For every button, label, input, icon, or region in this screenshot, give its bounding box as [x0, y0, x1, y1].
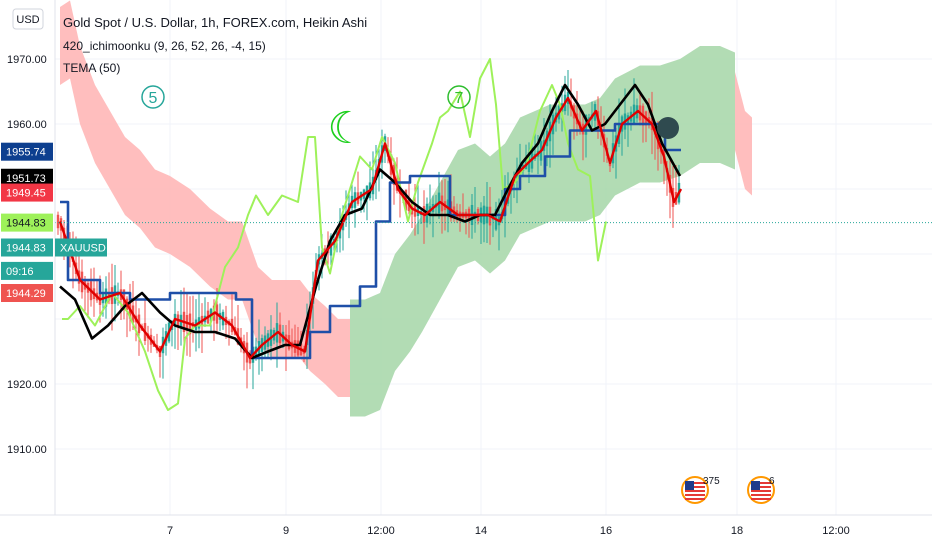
- kumo-segment: [310, 293, 325, 384]
- kumo-segment: [735, 72, 745, 189]
- price-tags: 1955.74 1951.73 1949.45 1944.83 1944.83 XAUUS…: [1, 142, 107, 302]
- kumo-segment: [140, 150, 155, 248]
- kumo-segment: [700, 46, 720, 163]
- symbol-badge-label: XAUUSD: [60, 243, 106, 255]
- kumo-segment: [350, 299, 365, 417]
- annotation-circle-7: 7: [455, 90, 464, 107]
- y-tick-label: 1910.00: [7, 444, 47, 456]
- indicator-tema-label[interactable]: TEMA (50): [63, 61, 120, 75]
- series-kijun-line: [60, 122, 681, 360]
- y-axis-background: [0, 0, 55, 515]
- kumo-segment: [60, 0, 70, 85]
- price-tag-label: 09:16: [6, 266, 34, 278]
- y-tick-label: 1960.00: [7, 119, 47, 131]
- indicator-ichimoku-label[interactable]: 420_ichimoonku (9, 26, 52, 26, -4, 15): [63, 39, 266, 53]
- price-tag-label: 1949.45: [6, 188, 46, 200]
- kumo-segment: [395, 234, 410, 371]
- x-tick-label: 18: [731, 525, 743, 537]
- price-tag: [1, 261, 53, 280]
- us-flag-icon[interactable]: [747, 476, 775, 504]
- x-tick-label: 12:00: [367, 525, 395, 537]
- kumo-segment: [475, 143, 490, 274]
- event-markers: 375 6: [681, 476, 775, 504]
- kumo-segment: [680, 46, 700, 176]
- overlay-layer: 5 7 ☾: [55, 85, 932, 224]
- price-tag-label: 1944.83: [6, 218, 46, 230]
- y-tick-label: 1970.00: [7, 54, 47, 66]
- price-tag: [1, 142, 53, 161]
- series-tenkan-line: [58, 96, 683, 360]
- kumo-segment: [458, 143, 475, 267]
- kumo-segment: [410, 215, 422, 352]
- axis-layer: 1970.00 1960.00 1920.00 1910.00 1955.74 1951…: [0, 0, 932, 537]
- price-tag: [1, 213, 53, 232]
- kumo-segment: [210, 208, 228, 300]
- x-tick-label: 12:00: [822, 525, 850, 537]
- price-tag-label: 1944.29: [6, 288, 46, 300]
- kumo-segment: [745, 111, 752, 196]
- chart-title: Gold Spot / U.S. Dollar, 1h, FOREX.com, …: [63, 15, 367, 30]
- y-tick-labels: 1970.00 1960.00 1920.00 1910.00: [7, 54, 47, 456]
- price-tag: [1, 284, 53, 302]
- x-tick-label: 14: [475, 525, 487, 537]
- kumo-segment: [125, 137, 140, 228]
- price-tag-label: 1951.73: [6, 173, 46, 185]
- kumo-segment: [80, 46, 95, 163]
- kumo-segment: [338, 319, 350, 397]
- price-tag-label: 1955.74: [6, 147, 46, 159]
- moon-icon: ☾: [327, 104, 366, 153]
- kumo-segment: [325, 306, 338, 397]
- kumo-segment: [228, 221, 242, 300]
- x-tick-label: 7: [167, 525, 173, 537]
- currency-label: USD: [16, 14, 39, 26]
- circle-7-ring: [447, 85, 471, 109]
- price-tag: [1, 238, 53, 257]
- kumo-segment: [170, 176, 190, 267]
- event-label: 6: [769, 476, 775, 487]
- us-flag-icon[interactable]: [681, 476, 709, 504]
- chart-header: USD Gold Spot / U.S. Dollar, 1h, FOREX.c…: [12, 8, 367, 75]
- y-tick-label: 1920.00: [7, 379, 47, 391]
- price-tag: [1, 183, 53, 202]
- x-tick-labels: 7 9 12:00 14 16 18 12:00: [167, 525, 850, 537]
- price-tag-label: 1944.83: [6, 243, 46, 255]
- dark-dot-marker: [657, 117, 679, 139]
- kumo-segment: [95, 85, 110, 189]
- symbol-badge: [55, 238, 107, 257]
- x-tick-label: 16: [600, 525, 612, 537]
- kumo-segment: [242, 221, 258, 345]
- annotation-circle-5: 5: [149, 90, 158, 107]
- kumo-segment: [110, 111, 125, 215]
- x-tick-label: 9: [283, 525, 289, 537]
- kumo-segment: [190, 189, 210, 287]
- price-tag: [1, 168, 53, 187]
- event-label: 375: [703, 476, 720, 487]
- series-tema-50--line: [59, 83, 682, 360]
- currency-badge[interactable]: [12, 8, 44, 30]
- kumo-segment: [720, 46, 735, 170]
- kumo-segment: [365, 293, 380, 417]
- candle-body: [56, 214, 60, 229]
- circle-5-ring: [141, 85, 165, 109]
- kumo-segment: [70, 0, 80, 124]
- line-layer: [58, 58, 683, 411]
- kumo-segment: [380, 254, 395, 410]
- kumo-segment: [155, 169, 170, 254]
- kumo-segment: [520, 111, 535, 235]
